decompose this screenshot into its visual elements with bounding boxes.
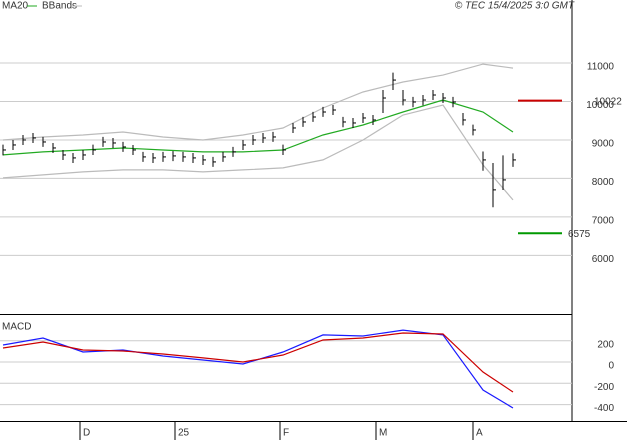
indicator-line: [2, 104, 514, 201]
level-label: 10022: [594, 96, 622, 107]
indicator-line: [2, 99, 514, 156]
y-tick-label: 200: [597, 339, 614, 350]
panel-title: MACD: [2, 322, 31, 333]
indicator-line: [2, 63, 514, 141]
x-tick-label: F: [283, 428, 289, 439]
y-tick-label: 0: [608, 361, 614, 372]
y-tick-label: 8000: [592, 177, 615, 188]
x-tick-label: A: [476, 428, 483, 439]
y-tick-label: -400: [594, 403, 614, 414]
legend-entry: BBands: [42, 1, 77, 12]
level-label: 6575: [568, 229, 591, 240]
y-tick-label: 6000: [592, 254, 615, 265]
x-tick-label: M: [379, 428, 387, 439]
y-tick-label: 7000: [592, 216, 615, 227]
y-tick-label: 10000: [586, 100, 614, 111]
x-tick-label: 25: [178, 428, 190, 439]
y-tick-label: 11000: [587, 62, 615, 73]
indicator-line: [2, 332, 514, 393]
y-tick-label: -200: [594, 382, 614, 393]
caption: © TEC 15/4/2025 3:0 GMT: [455, 1, 575, 12]
y-tick-label: 9000: [592, 139, 615, 150]
legend-entry: MA20: [2, 1, 29, 12]
x-tick-label: D: [83, 428, 90, 439]
